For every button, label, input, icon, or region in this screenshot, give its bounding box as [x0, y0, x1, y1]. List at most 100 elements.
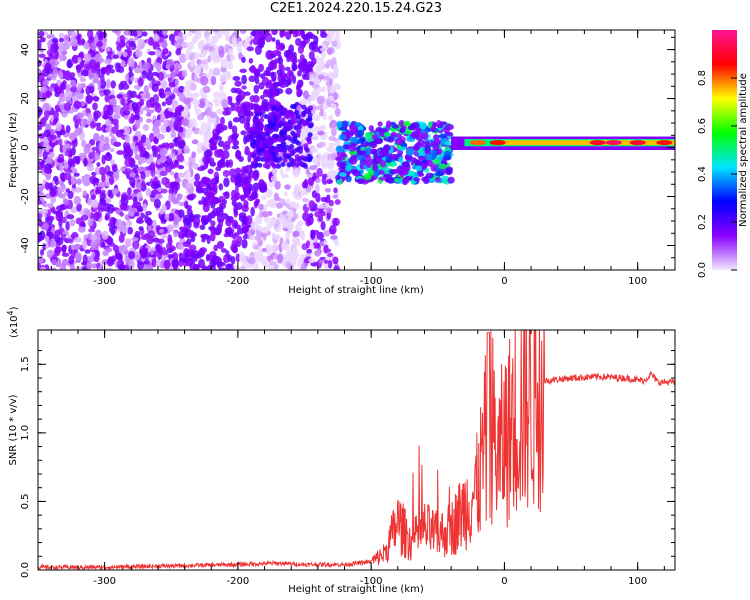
spectral-blob — [43, 109, 50, 119]
spectral-blob — [167, 107, 176, 112]
spectral-blob — [272, 242, 278, 250]
spectral-blob — [200, 75, 209, 86]
spectral-blob — [288, 209, 295, 219]
spectral-blob — [83, 53, 92, 63]
spectral-blob — [42, 202, 48, 208]
spectral-blob — [186, 194, 193, 200]
spectral-blob — [151, 145, 158, 153]
spectral-blob — [125, 195, 133, 200]
spectral-blob — [86, 261, 93, 270]
spectral-blob — [250, 64, 256, 74]
spectral-blob — [134, 230, 140, 237]
spectral-blob — [302, 197, 309, 203]
spectral-blob — [333, 67, 339, 77]
spectral-blob — [193, 214, 201, 219]
spectral-blob — [316, 204, 325, 209]
spectral-blob — [51, 37, 58, 44]
spectral-blob — [220, 58, 229, 69]
spectral-blob — [119, 34, 126, 44]
spectral-blob — [280, 30, 287, 37]
spectral-blob — [292, 30, 299, 38]
spectral-blob — [307, 96, 312, 105]
spectral-blob — [280, 117, 286, 123]
spectral-blob — [193, 162, 199, 170]
spectral-blob — [306, 173, 313, 179]
spectral-blob — [81, 175, 90, 185]
spectral-blob — [194, 173, 200, 182]
spectral-blob — [94, 33, 99, 44]
spectral-blob — [295, 37, 302, 47]
spectral-blob — [373, 156, 382, 165]
spectral-blob — [171, 258, 180, 268]
colorbar-tick-label: 0.2 — [697, 214, 708, 230]
spectral-blob — [248, 58, 254, 64]
spectral-blob — [282, 108, 288, 114]
spectral-blob — [151, 257, 157, 268]
spectral-blob — [61, 252, 70, 257]
spectral-blob — [284, 184, 291, 190]
spectral-blob — [269, 97, 275, 106]
spectral-blob — [307, 112, 313, 118]
spectral-blob — [99, 134, 105, 143]
spectral-blob — [114, 249, 120, 259]
spectral-blob — [228, 267, 235, 270]
spectral-blob — [260, 136, 266, 142]
spectral-blob — [152, 93, 159, 104]
spectral-blob — [69, 79, 77, 88]
spectral-blob — [88, 152, 95, 160]
spectral-blob — [147, 37, 154, 46]
spectral-blob — [263, 204, 268, 211]
spectral-blob — [316, 95, 325, 105]
spectral-blob — [432, 158, 441, 165]
spectral-blob — [280, 161, 286, 167]
spectral-blob — [181, 69, 188, 78]
spectral-blob — [191, 126, 197, 132]
spectral-blob — [117, 264, 126, 270]
spectral-blob — [248, 256, 256, 265]
spectral-blob — [242, 227, 248, 232]
spectral-blob — [63, 198, 70, 206]
spectral-blob — [167, 254, 175, 259]
spectral-blob — [155, 49, 161, 57]
spectral-blob — [79, 77, 87, 83]
spectral-blob — [192, 99, 201, 106]
spectral-blob — [65, 220, 70, 231]
spectral-blob — [160, 188, 168, 194]
spectral-blob — [133, 30, 138, 37]
spectral-blob — [275, 88, 284, 95]
spectral-blob — [272, 133, 277, 139]
spectral-blob — [231, 125, 238, 135]
spectral-blob — [283, 191, 288, 197]
spectral-blob — [219, 158, 225, 166]
spectral-blob — [132, 199, 138, 207]
spectral-blob — [136, 191, 143, 200]
spectral-blob — [105, 119, 112, 127]
spectral-blob — [205, 103, 212, 109]
spectral-blob — [291, 64, 297, 71]
spectral-blob — [155, 62, 162, 72]
spectral-blob — [200, 233, 206, 239]
spectral-blob — [111, 118, 119, 126]
spectral-blob — [253, 162, 259, 168]
spectral-blob — [95, 186, 102, 194]
spectral-blob — [256, 156, 262, 162]
spectral-blob — [326, 252, 334, 258]
spectral-blob — [173, 230, 178, 238]
y-tick-label: 40 — [20, 43, 31, 56]
spectral-blob — [55, 122, 62, 132]
spectral-blob — [179, 53, 187, 64]
spectral-blob — [378, 170, 385, 175]
spectral-blob — [42, 151, 48, 160]
spectral-blob — [301, 121, 307, 127]
spectral-blob — [75, 266, 83, 270]
spectral-blob — [348, 146, 357, 152]
spectral-blob — [96, 161, 101, 168]
spectral-blob — [245, 183, 250, 190]
spectral-blob — [241, 103, 247, 111]
spectral-blob — [318, 74, 325, 80]
spectral-blob — [106, 257, 114, 267]
spectral-blob — [236, 235, 243, 244]
spectral-blob — [338, 172, 347, 177]
spectral-blob — [233, 264, 238, 270]
